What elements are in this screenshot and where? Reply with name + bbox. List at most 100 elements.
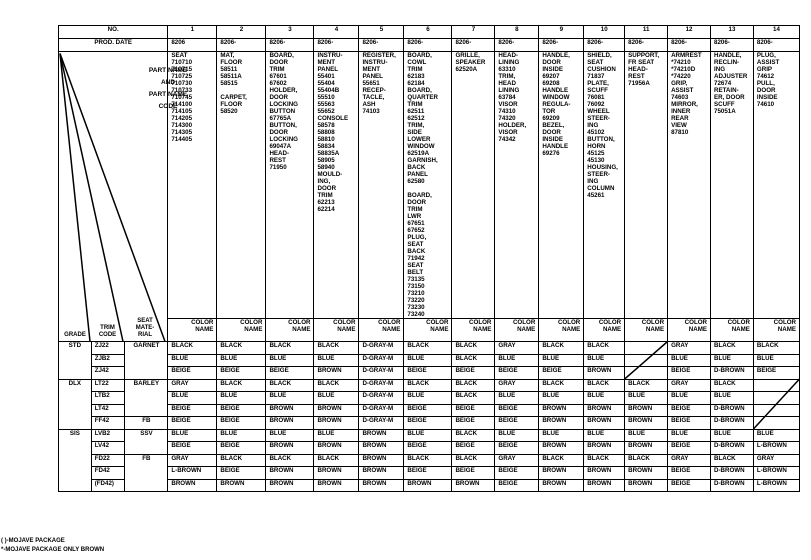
color-cell: BROWN (265, 416, 315, 430)
color-cell: BEIGE (667, 441, 711, 455)
color-cell: BLUE (583, 391, 626, 405)
color-cell: BLACK (624, 378, 669, 392)
color-name-header: COLOR NAME (403, 318, 453, 342)
color-name-header: COLOR NAME (752, 318, 801, 342)
color-cell: BLACK (710, 453, 754, 467)
part-list: HEAD- LINING 63310 TRIM, HEAD LINING 637… (494, 51, 540, 319)
color-cell: BLUE (167, 391, 218, 405)
part-list: BOARD, COWL TRIM 62183 62184 BOARD, QUAR… (403, 51, 453, 319)
color-header-row: COLOR NAME COLOR NAME COLOR NAME COLOR NAME… (59, 318, 801, 342)
color-cell: BROWN (583, 403, 626, 417)
color-cell: BLACK (216, 453, 267, 467)
color-cell: BLUE (752, 428, 801, 442)
part-list: PLUG, ASSIST GRIP 74612 PULL, DOOR INSID… (752, 51, 801, 319)
column-number: 11 (624, 25, 669, 39)
color-cell: BEIGE (403, 403, 453, 417)
color-cell: BLACK (265, 378, 315, 392)
table-row: SIS LVB2 SSV BLUE BLUE BLUE BLUE BROWN BLUE BLACK… (58, 428, 801, 492)
prod-date: 8206- (583, 38, 626, 52)
color-cell: BLACK (313, 341, 360, 355)
color-cell: BLUE (167, 428, 218, 442)
color-cell: BROWN (538, 466, 585, 480)
prod-date: 8206- (710, 38, 754, 52)
color-cell: BLUE (494, 353, 540, 367)
color-cell: D-GRAY-M (358, 366, 405, 380)
color-cell: D-BROWN (710, 366, 754, 380)
color-cell: BLACK (710, 378, 754, 392)
color-cell: BLUE (667, 391, 711, 405)
color-cell: BLACK (710, 341, 754, 355)
prod-date: 8206- (752, 38, 801, 52)
trim-code: LV42 (90, 441, 126, 455)
color-cell: BLUE (403, 428, 453, 442)
color-cell: BEIGE (494, 478, 540, 492)
color-cell: BROWN (167, 478, 218, 492)
trim-code: (FD42) (90, 478, 126, 492)
color-cell: BEIGE (667, 403, 711, 417)
prod-date: 8206- (494, 38, 540, 52)
column-number: 10 (583, 25, 626, 39)
color-cell: BLACK (752, 341, 801, 355)
color-cell: BLACK (538, 341, 585, 355)
color-cell: BROWN (583, 441, 626, 455)
color-cell: BLACK (403, 378, 453, 392)
not-applicable-cell (624, 366, 669, 380)
color-cell: BLUE (752, 353, 801, 367)
color-cell: GRAY (167, 453, 218, 467)
color-cell: BLUE (624, 391, 669, 405)
color-cell: D-BROWN (710, 466, 754, 480)
color-name-header: COLOR NAME (624, 318, 669, 342)
part-list: REGISTER, INSTRU- MENT PANEL 55651 RECEP… (358, 51, 405, 319)
prod-date: 8206- (538, 38, 585, 52)
color-cell: BLUE (583, 353, 626, 367)
trim-code: FF42 (90, 416, 126, 430)
color-cell: BROWN (538, 478, 585, 492)
color-cell: BLACK (451, 453, 496, 467)
color-cell: BLUE (265, 428, 315, 442)
color-cell: D-GRAY-M (358, 403, 405, 417)
color-cell: BROWN (313, 478, 360, 492)
seat-material: FB (124, 453, 169, 492)
trim-code: ZJ22 (90, 341, 126, 355)
color-cell: BLACK (583, 378, 626, 392)
color-cell: BLUE (667, 428, 711, 442)
color-cell: BLUE (538, 353, 585, 367)
table-row: ZJB2 BLUE BLUE BLUE BLUE D-GRAY-M BLUE BLACK BLU… (59, 353, 801, 367)
part-list: INSTRU- MENT PANEL 55401 55404 55404B 55… (313, 51, 360, 319)
color-cell: BEIGE (403, 416, 453, 430)
part-list: SHIELD, SEAT CUSHION 71837 PLATE, SCUFF … (583, 51, 626, 319)
color-cell: BLACK (313, 378, 360, 392)
color-cell: BLUE (710, 353, 754, 367)
not-applicable-cell (624, 353, 669, 367)
footnotes: ( )-MOJAVE PACKAGE *-MOJAVE PACKAGE ONLY… (1, 537, 104, 555)
table-row: STD ZJ22 GARNET BLACK BLACK BLACK BLACK D-GRAY-… (58, 341, 801, 380)
color-cell: BROWN (265, 441, 315, 455)
color-cell: BEIGE (667, 466, 711, 480)
color-cell: BLACK (538, 378, 585, 392)
trim-code: LT22 (90, 378, 126, 392)
seat-material: SSV (124, 428, 169, 455)
footnote-mojave-brown: *-MOJAVE PACKAGE ONLY BROWN (1, 547, 105, 553)
prod-date: 8206- (451, 38, 496, 52)
color-cell: L-BROWN (752, 478, 801, 492)
color-cell: BEIGE (403, 441, 453, 455)
color-cell: BROWN (265, 466, 315, 480)
column-number: 14 (752, 25, 801, 39)
prod-date: 8206- (358, 38, 405, 52)
color-cell: BROWN (624, 416, 669, 430)
color-cell: BLACK (624, 453, 669, 467)
trim-code-label: TRIM CODE (98, 325, 117, 338)
not-applicable-cell (624, 341, 669, 355)
color-cell: BLUE (403, 353, 453, 367)
color-cell: D-BROWN (710, 416, 754, 430)
color-cell: GRAY (494, 341, 540, 355)
color-cell: BROWN (583, 478, 626, 492)
color-cell: BEIGE (494, 466, 540, 480)
footnote-mojave: ( )-MOJAVE PACKAGE (1, 538, 65, 544)
color-name-header: COLOR NAME (538, 318, 585, 342)
color-cell: GRAY (667, 341, 711, 355)
color-cell: BROWN (358, 428, 405, 442)
color-cell: D-GRAY-M (358, 416, 405, 430)
color-cell: BLUE (710, 391, 754, 405)
color-cell: BLUE (667, 353, 711, 367)
